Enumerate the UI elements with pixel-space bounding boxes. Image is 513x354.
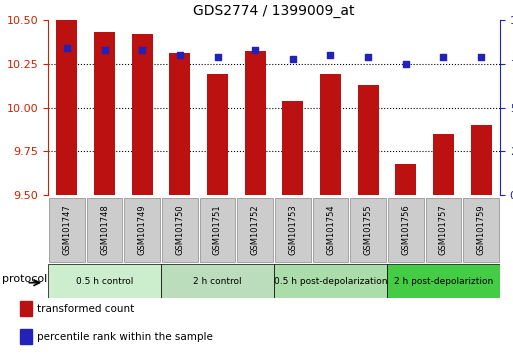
Text: GSM101751: GSM101751 bbox=[213, 205, 222, 255]
Bar bbox=[20, 301, 32, 316]
Bar bbox=[125, 198, 160, 262]
Point bbox=[477, 54, 485, 59]
Text: 0.5 h control: 0.5 h control bbox=[76, 276, 133, 285]
Bar bbox=[20, 329, 32, 344]
Text: GSM101750: GSM101750 bbox=[175, 205, 184, 255]
Point bbox=[326, 52, 334, 58]
Text: GSM101754: GSM101754 bbox=[326, 205, 335, 255]
Bar bbox=[463, 198, 499, 262]
Bar bbox=[48, 264, 161, 298]
Point bbox=[251, 47, 259, 53]
Text: GSM101749: GSM101749 bbox=[137, 205, 147, 255]
Text: transformed count: transformed count bbox=[37, 304, 134, 314]
Bar bbox=[426, 198, 461, 262]
Bar bbox=[161, 264, 274, 298]
Bar bbox=[245, 51, 266, 195]
Text: 2 h control: 2 h control bbox=[193, 276, 242, 285]
Bar bbox=[200, 198, 235, 262]
Bar bbox=[388, 198, 424, 262]
Bar bbox=[169, 53, 190, 195]
Bar bbox=[274, 264, 387, 298]
Point bbox=[63, 45, 71, 51]
Bar bbox=[313, 198, 348, 262]
Text: GSM101752: GSM101752 bbox=[251, 205, 260, 255]
Point bbox=[289, 56, 297, 61]
Title: GDS2774 / 1399009_at: GDS2774 / 1399009_at bbox=[193, 4, 355, 18]
Bar bbox=[56, 20, 77, 195]
Bar bbox=[433, 134, 454, 195]
Bar bbox=[387, 264, 500, 298]
Text: 0.5 h post-depolarization: 0.5 h post-depolarization bbox=[274, 276, 387, 285]
Text: GSM101748: GSM101748 bbox=[100, 205, 109, 255]
Text: GSM101757: GSM101757 bbox=[439, 205, 448, 255]
Bar bbox=[87, 198, 122, 262]
Point bbox=[364, 54, 372, 59]
Bar bbox=[162, 198, 198, 262]
Text: percentile rank within the sample: percentile rank within the sample bbox=[37, 332, 213, 342]
Bar bbox=[350, 198, 386, 262]
Point bbox=[176, 52, 184, 58]
Point bbox=[138, 47, 146, 53]
Bar bbox=[207, 74, 228, 195]
Text: 2 h post-depolariztion: 2 h post-depolariztion bbox=[394, 276, 493, 285]
Bar bbox=[358, 85, 379, 195]
Bar bbox=[275, 198, 310, 262]
Bar bbox=[49, 198, 85, 262]
Text: GSM101753: GSM101753 bbox=[288, 205, 298, 255]
Bar bbox=[238, 198, 273, 262]
Bar bbox=[94, 32, 115, 195]
Text: GSM101756: GSM101756 bbox=[401, 205, 410, 255]
Bar bbox=[396, 164, 416, 195]
Text: GSM101759: GSM101759 bbox=[477, 205, 486, 255]
Bar bbox=[283, 101, 303, 195]
Text: GSM101755: GSM101755 bbox=[364, 205, 372, 255]
Point bbox=[101, 47, 109, 53]
Bar bbox=[471, 125, 491, 195]
Text: GSM101747: GSM101747 bbox=[63, 205, 71, 255]
Point bbox=[213, 54, 222, 59]
Bar bbox=[132, 34, 152, 195]
Point bbox=[402, 61, 410, 67]
Point bbox=[440, 54, 448, 59]
Text: protocol: protocol bbox=[3, 274, 48, 284]
Bar bbox=[320, 74, 341, 195]
